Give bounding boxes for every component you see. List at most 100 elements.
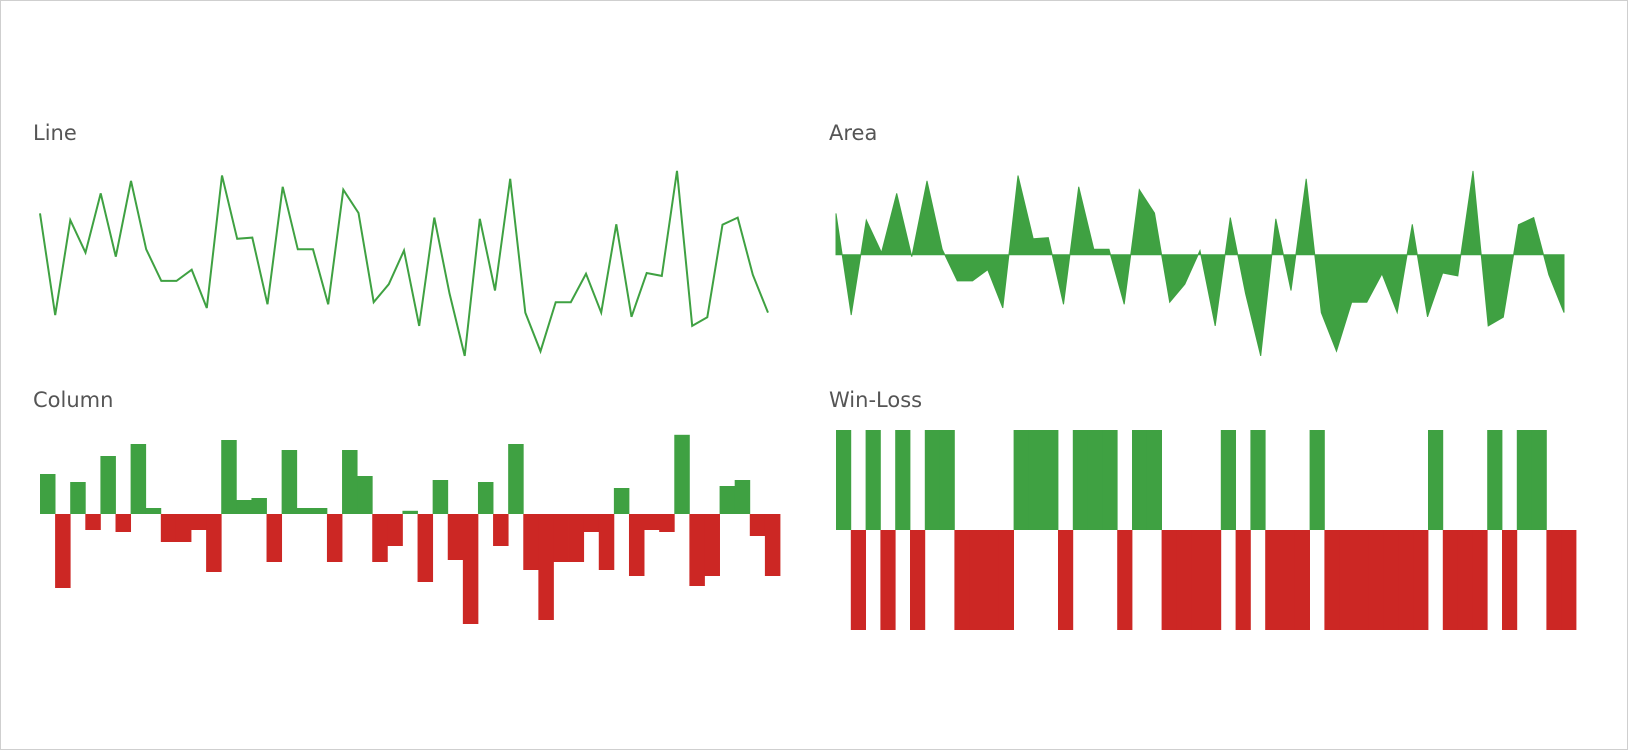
winloss-sparkline-panel: Win-Loss — [827, 388, 1587, 630]
column-bar — [523, 514, 539, 570]
column-bar — [221, 440, 237, 514]
winloss-bar — [850, 530, 866, 630]
area-series — [835, 170, 1565, 357]
winloss-bar — [1457, 530, 1473, 630]
winloss-bar — [1220, 430, 1236, 530]
winloss-bar — [954, 530, 970, 630]
column-bar — [432, 480, 449, 514]
column-bar — [100, 456, 116, 514]
winloss-bar — [1191, 530, 1207, 630]
column-bar — [628, 514, 645, 576]
winloss-bar — [880, 530, 896, 630]
column-sparkline — [40, 434, 781, 624]
column-bar — [659, 514, 675, 532]
column-bar — [613, 488, 630, 514]
column-bar — [357, 476, 373, 514]
winloss-bar — [1398, 530, 1414, 630]
column-bar — [508, 444, 524, 514]
area-sparkline — [835, 170, 1565, 357]
winloss-bar — [1546, 530, 1562, 630]
column-bar — [387, 514, 403, 546]
column-bar — [311, 508, 328, 514]
line-series — [39, 170, 769, 357]
column-bar — [206, 514, 222, 572]
column-bar — [719, 486, 736, 514]
column-panel-title: Column — [33, 388, 114, 412]
line-sparkline-panel: Line — [31, 121, 791, 361]
winloss-bar — [1413, 530, 1429, 630]
column-bar — [236, 500, 252, 514]
winloss-bar — [1013, 430, 1029, 530]
column-bar — [553, 514, 569, 562]
winloss-bar — [1487, 430, 1503, 530]
winloss-bar — [1265, 530, 1281, 630]
winloss-bar — [865, 430, 881, 530]
winloss-bar — [969, 530, 985, 630]
winloss-bar — [1235, 530, 1251, 630]
winloss-bar — [836, 430, 852, 530]
winloss-bar — [1087, 430, 1103, 530]
column-bar — [493, 514, 509, 546]
column-bar — [191, 514, 207, 530]
column-bar — [462, 514, 479, 624]
column-bar — [40, 474, 56, 514]
winloss-bar — [1428, 430, 1444, 530]
column-bar — [674, 434, 690, 514]
column-bar — [644, 514, 660, 530]
column-bar — [477, 482, 494, 514]
winloss-bar — [1339, 530, 1355, 630]
winloss-bar — [1383, 530, 1399, 630]
winloss-bar — [1294, 530, 1310, 630]
column-bar — [447, 514, 464, 560]
column-bar — [160, 514, 177, 542]
winloss-bar — [1176, 530, 1192, 630]
column-bar — [538, 514, 554, 620]
column-bar — [175, 514, 192, 542]
winloss-bar — [1072, 430, 1088, 530]
column-bar — [568, 514, 585, 562]
winloss-bar — [1442, 530, 1458, 630]
column-bar — [734, 480, 751, 514]
column-sparkline-panel: Column — [31, 388, 791, 628]
column-bar — [689, 514, 705, 586]
winloss-bar — [910, 530, 926, 630]
column-bar — [115, 514, 132, 532]
column-bar — [598, 514, 615, 570]
winloss-bar — [998, 530, 1014, 630]
area-panel-title: Area — [829, 121, 878, 145]
winloss-bar — [1161, 530, 1177, 630]
column-bar — [326, 514, 343, 562]
column-bar — [402, 510, 418, 514]
column-bar — [764, 514, 781, 576]
winloss-bar — [1368, 530, 1384, 630]
column-bar — [130, 444, 147, 514]
winloss-bar — [924, 430, 940, 530]
column-bar — [266, 514, 283, 562]
column-bar — [583, 514, 600, 532]
winloss-bar — [1028, 430, 1044, 530]
winloss-bar — [1309, 430, 1325, 530]
column-bar — [55, 514, 71, 588]
winloss-bar — [1472, 530, 1488, 630]
winloss-bar — [1324, 530, 1340, 630]
column-bar — [251, 498, 267, 514]
column-bar — [281, 450, 298, 514]
area-sparkline-panel: Area — [827, 121, 1587, 361]
column-bar — [85, 514, 101, 530]
winloss-bar — [1117, 530, 1133, 630]
column-bar — [372, 514, 388, 562]
winloss-bar — [1043, 430, 1059, 530]
winloss-bar — [1354, 530, 1370, 630]
column-bar — [70, 482, 86, 514]
winloss-bar — [1058, 530, 1074, 630]
winloss-bar — [1132, 430, 1148, 530]
winloss-bar — [939, 430, 955, 530]
column-bar — [342, 450, 358, 514]
winloss-sparkline — [836, 430, 1577, 630]
column-bar — [145, 508, 162, 514]
winloss-bar — [1280, 530, 1296, 630]
column-bar — [749, 514, 766, 536]
winloss-bar — [1146, 430, 1162, 530]
winloss-bar — [1531, 430, 1547, 530]
